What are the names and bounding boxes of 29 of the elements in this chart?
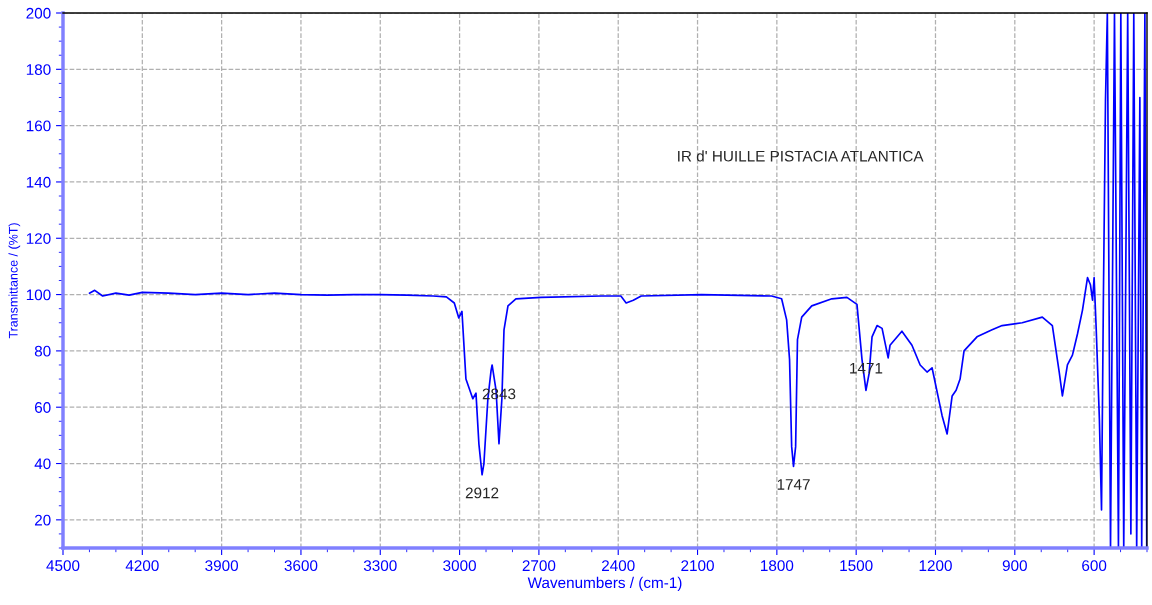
annotation: 1747 [777, 479, 810, 490]
x-tick-label: 2400 [602, 560, 635, 572]
x-tick-label: 900 [1002, 560, 1027, 572]
y-tick-label: 80 [34, 345, 51, 357]
x-tick-label: 2100 [681, 560, 714, 572]
y-tick-label: 100 [26, 289, 51, 301]
y-tick-label: 140 [26, 176, 51, 188]
y-tick-label: 200 [26, 7, 51, 19]
x-tick-label: 1500 [840, 560, 873, 572]
x-tick-label: 3300 [363, 560, 397, 572]
y-axis-title: Transmittance / (%T) [8, 223, 21, 339]
y-tick-label: 160 [26, 120, 51, 132]
x-tick-label: 1800 [761, 560, 794, 572]
x-tick-label: 4500 [46, 560, 80, 572]
annotation: 2912 [465, 487, 499, 499]
y-tick-label: 20 [34, 514, 51, 526]
x-tick-label: 3900 [205, 560, 239, 572]
y-tick-label: 180 [26, 64, 51, 75]
y-tick-label: 40 [34, 458, 51, 470]
x-axis-title: Wavenumbers / (cm-1) [527, 576, 682, 592]
x-tick-label: 600 [1082, 560, 1107, 572]
x-tick-label: 3000 [443, 560, 476, 572]
x-tick-label: 1200 [919, 560, 952, 572]
x-tick-label: 3600 [284, 560, 318, 572]
text: IR d' HUILLE PISTACIA ATLANTICA [678, 150, 924, 162]
y-tick-label: 120 [26, 233, 51, 244]
y-tick-label: 60 [34, 402, 51, 413]
x-tick-label: 4200 [125, 560, 159, 572]
x-tick-label: 2700 [522, 560, 556, 572]
